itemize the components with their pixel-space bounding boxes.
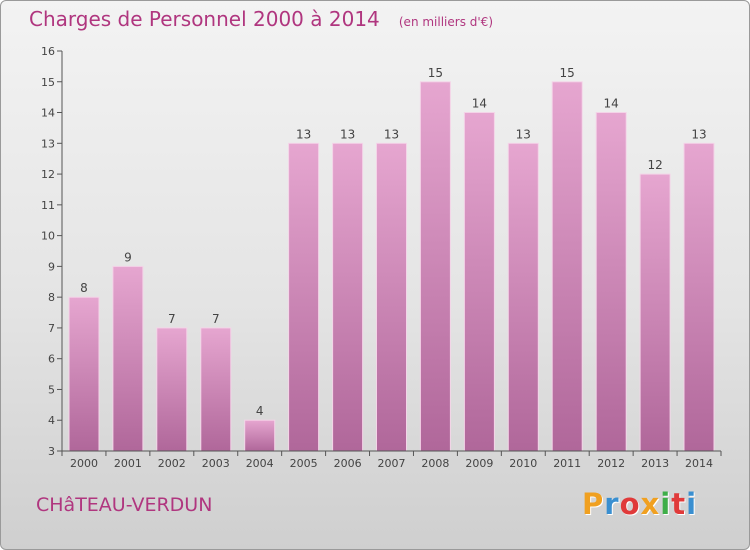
x-tick-label-2005: 2005 bbox=[290, 457, 318, 470]
data-label-2006: 13 bbox=[340, 127, 355, 141]
bar-2011 bbox=[551, 81, 583, 452]
bar-2003 bbox=[200, 327, 232, 452]
bar-2006 bbox=[332, 142, 364, 452]
logo-letter: o bbox=[619, 487, 641, 521]
x-tick-label-2002: 2002 bbox=[158, 457, 186, 470]
logo-letter: x bbox=[640, 487, 661, 521]
data-label-2010: 13 bbox=[516, 127, 531, 141]
x-tick-label-2012: 2012 bbox=[597, 457, 625, 470]
data-label-2000: 8 bbox=[80, 281, 88, 295]
y-tick-label-9: 9 bbox=[48, 260, 55, 273]
x-tick-label-2001: 2001 bbox=[114, 457, 142, 470]
bar-2009 bbox=[463, 112, 495, 452]
x-tick-label-2011: 2011 bbox=[553, 457, 581, 470]
logo-letter: i bbox=[686, 487, 698, 521]
x-tick-label-2010: 2010 bbox=[509, 457, 537, 470]
data-label-2001: 9 bbox=[124, 250, 132, 264]
bar-2010 bbox=[507, 142, 539, 452]
bar-2000 bbox=[68, 296, 100, 452]
chart-title: Charges de Personnel 2000 à 2014 bbox=[29, 7, 380, 31]
x-tick-label-2003: 2003 bbox=[202, 457, 230, 470]
y-tick-label-8: 8 bbox=[48, 291, 55, 304]
y-tick-label-3: 3 bbox=[48, 445, 55, 458]
bar-2001 bbox=[112, 265, 144, 452]
commune-name: CHâTEAU-VERDUN bbox=[36, 494, 213, 516]
y-tick-label-5: 5 bbox=[48, 383, 55, 396]
y-tick-label-11: 11 bbox=[41, 199, 55, 212]
x-tick-label-2008: 2008 bbox=[421, 457, 449, 470]
data-label-2011: 15 bbox=[560, 66, 575, 80]
bar-2005 bbox=[288, 142, 320, 452]
logo-letter: r bbox=[604, 487, 620, 521]
data-label-2009: 14 bbox=[472, 97, 487, 111]
y-tick-label-4: 4 bbox=[48, 414, 55, 427]
title-row: Charges de Personnel 2000 à 2014 (en mil… bbox=[29, 7, 493, 31]
y-tick-label-7: 7 bbox=[48, 322, 55, 335]
y-tick-label-6: 6 bbox=[48, 353, 55, 366]
bar-2013 bbox=[639, 173, 671, 452]
x-tick-label-2000: 2000 bbox=[70, 457, 98, 470]
logo-letter: i bbox=[660, 487, 672, 521]
bar-2007 bbox=[376, 142, 407, 452]
data-label-2003: 7 bbox=[212, 312, 220, 326]
proxiti-logo: Proxiti bbox=[582, 487, 697, 521]
y-tick-label-13: 13 bbox=[41, 137, 55, 150]
y-tick-label-15: 15 bbox=[41, 76, 55, 89]
data-label-2007: 13 bbox=[384, 127, 399, 141]
data-label-2012: 14 bbox=[604, 97, 619, 111]
logo-letter: P bbox=[582, 487, 605, 521]
y-tick-label-12: 12 bbox=[41, 168, 55, 181]
bar-2012 bbox=[595, 112, 627, 452]
x-tick-label-2004: 2004 bbox=[246, 457, 274, 470]
axes-layer: 3 4 5 6 7 8 9 10 11 12 13 14 15 16 2000 2001 2002 2003 200… bbox=[41, 45, 722, 470]
bar-2004 bbox=[244, 419, 276, 452]
x-tick-label-2007: 2007 bbox=[378, 457, 406, 470]
data-label-2005: 13 bbox=[296, 127, 311, 141]
x-tick-label-2009: 2009 bbox=[465, 457, 493, 470]
data-label-2014: 13 bbox=[691, 127, 706, 141]
y-tick-label-16: 16 bbox=[41, 45, 55, 58]
data-label-2008: 15 bbox=[428, 66, 443, 80]
x-tick-label-2006: 2006 bbox=[334, 457, 362, 470]
y-tick-label-14: 14 bbox=[41, 107, 55, 120]
logo-letter: t bbox=[671, 487, 687, 521]
data-label-2013: 12 bbox=[647, 158, 662, 172]
bar-2014 bbox=[683, 142, 715, 452]
bar-2008 bbox=[419, 81, 451, 452]
y-tick-label-10: 10 bbox=[41, 230, 55, 243]
x-tick-label-2014: 2014 bbox=[685, 457, 713, 470]
data-label-2002: 7 bbox=[168, 312, 176, 326]
bars-layer: 8 9 7 7 4 13 13 13 15 14 13 15 14 12 13 bbox=[68, 66, 715, 452]
data-label-2004: 4 bbox=[256, 404, 264, 418]
x-tick-label-2013: 2013 bbox=[641, 457, 669, 470]
bar-2002 bbox=[156, 327, 188, 452]
chart-unit-note: (en milliers d'€) bbox=[398, 15, 493, 29]
